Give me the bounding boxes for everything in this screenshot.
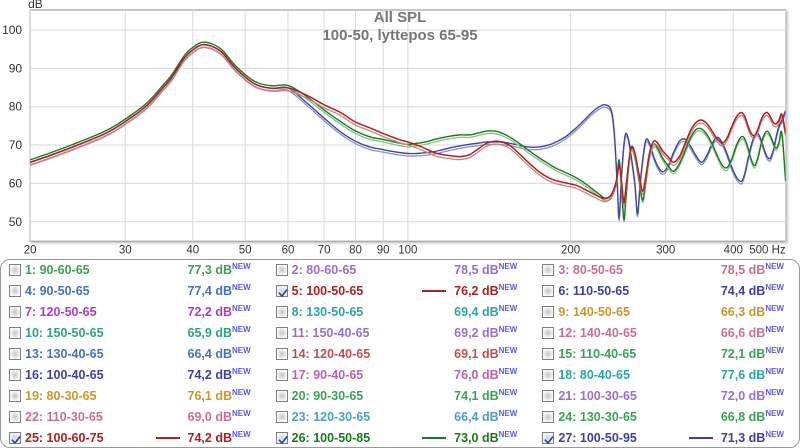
svg-text:70: 70: [9, 138, 23, 152]
svg-text:20: 20: [24, 244, 37, 256]
svg-text:All SPL: All SPL: [374, 9, 427, 26]
svg-text:50: 50: [9, 215, 23, 229]
svg-text:90: 90: [9, 61, 23, 75]
svg-text:60: 60: [282, 244, 295, 256]
svg-text:100-50, lyttepos 65-95: 100-50, lyttepos 65-95: [322, 27, 477, 44]
svg-text:90: 90: [377, 244, 390, 256]
svg-text:400: 400: [724, 244, 743, 256]
svg-text:40: 40: [186, 244, 199, 256]
svg-text:80: 80: [349, 244, 362, 256]
svg-text:50: 50: [239, 244, 252, 256]
svg-text:80: 80: [9, 100, 23, 114]
svg-text:300: 300: [656, 244, 675, 256]
svg-text:100: 100: [2, 23, 22, 37]
svg-text:30: 30: [119, 244, 132, 256]
svg-text:200: 200: [561, 244, 580, 256]
svg-text:500 Hz: 500 Hz: [749, 244, 786, 256]
svg-text:dB: dB: [28, 0, 43, 11]
svg-text:60: 60: [9, 176, 23, 190]
svg-text:70: 70: [318, 244, 331, 256]
svg-text:100: 100: [398, 244, 417, 256]
